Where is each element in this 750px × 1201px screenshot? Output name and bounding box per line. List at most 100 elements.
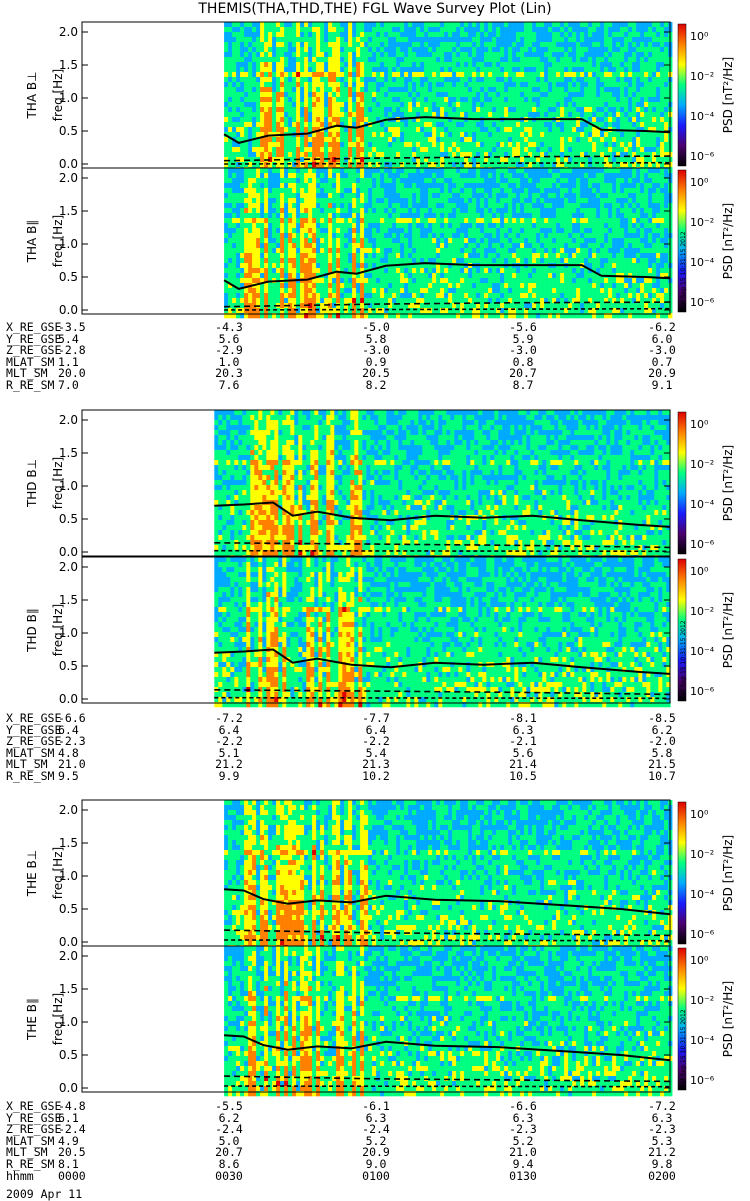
orbit-value: 10.7 xyxy=(648,771,676,783)
colorbar: 10⁰ 10⁻² 10⁻⁴ 10⁻⁶ PSD [nT²/Hz] Sat Sep 15 10… xyxy=(678,170,735,312)
colorbar: 10⁰ 10⁻² 10⁻⁴ 10⁻⁶ PSD [nT²/Hz] xyxy=(678,802,735,944)
colorbar-tick-label: 10⁻² xyxy=(690,216,714,229)
freq-tick-label: 0.5 xyxy=(59,124,78,138)
panel-ylabel: THE B∥ xyxy=(25,998,39,1041)
colorbar-tick-label: 10⁻² xyxy=(690,70,714,83)
orbit-value: 8.7 xyxy=(513,380,534,392)
colorbar-tick-label: 10⁻² xyxy=(690,848,714,861)
freq-tick-label: 2.0 xyxy=(59,25,78,39)
orbit-row-label: R_RE_SM xyxy=(6,771,54,783)
timestamp-note: Sat Sep 15 10:31:15 2012 xyxy=(680,1009,687,1088)
colorbar-label: PSD [nT²/Hz] xyxy=(721,981,735,1057)
freq-axis-label: freq [Hz] xyxy=(51,215,65,267)
freq-axis-label: freq [Hz] xyxy=(51,993,65,1045)
colorbar-tick-label: 10⁻⁶ xyxy=(690,296,715,309)
orbit-value: 10.5 xyxy=(509,771,537,783)
freq-tick-label: 2.0 xyxy=(59,413,78,427)
orbit-value: 0000 xyxy=(58,1171,86,1183)
timestamp-note: Sat Sep 15 10:31:15 2012 xyxy=(680,231,687,310)
colorbar-tick-label: 10⁻⁶ xyxy=(690,928,715,941)
freq-tick-label: 0.0 xyxy=(59,545,78,559)
date-label: 2009 Apr 11 xyxy=(6,1187,82,1201)
orbit-value: 9.9 xyxy=(219,771,240,783)
spectrogram-cells xyxy=(214,410,670,560)
colorbar-tick-label: 10⁻⁶ xyxy=(690,685,715,698)
colorbar-tick-label: 10⁰ xyxy=(690,176,709,189)
panel-ylabel: THD B∥ xyxy=(25,608,39,653)
colorbar-tick-label: 10⁻⁶ xyxy=(690,538,715,551)
freq-tick-label: 0.0 xyxy=(59,692,78,706)
freq-tick-label: 0.0 xyxy=(59,157,78,171)
orbit-value: 0130 xyxy=(509,1171,537,1183)
colorbar-label: PSD [nT²/Hz] xyxy=(721,445,735,521)
freq-axis-label: freq [Hz] xyxy=(51,847,65,899)
colorbar-tick-label: 10⁻⁶ xyxy=(690,1074,715,1087)
panel-ylabel: THA B∥ xyxy=(25,220,39,264)
colorbar-label: PSD [nT²/Hz] xyxy=(721,592,735,668)
colorbar-tick-label: 10⁰ xyxy=(690,808,709,821)
spectrogram-cells xyxy=(224,946,672,1096)
spectrogram-cells xyxy=(224,22,672,172)
orbit-row-label: R_RE_SM xyxy=(6,380,54,392)
colorbar-tick-label: 10⁻⁴ xyxy=(690,256,715,269)
colorbar-tick-label: 10⁻⁴ xyxy=(690,110,715,123)
colorbar-tick-label: 10⁻² xyxy=(690,458,714,471)
orbit-value: 9.5 xyxy=(58,771,79,783)
freq-axis-label: freq [Hz] xyxy=(51,69,65,121)
freq-tick-label: 2.0 xyxy=(59,171,78,185)
colorbar: 10⁰ 10⁻² 10⁻⁴ 10⁻⁶ PSD [nT²/Hz] xyxy=(678,412,735,554)
orbit-value: 10.2 xyxy=(362,771,390,783)
panel-ylabel: THA B⊥ xyxy=(25,71,39,119)
colorbar: 10⁰ 10⁻² 10⁻⁴ 10⁻⁶ PSD [nT²/Hz] Sat Sep 15 10… xyxy=(678,559,735,701)
orbit-value: 0030 xyxy=(215,1171,243,1183)
colorbar-tick-label: 10⁰ xyxy=(690,30,709,43)
panel-ylabel: THD B⊥ xyxy=(25,459,39,508)
colorbar-tick-label: 10⁻⁴ xyxy=(690,888,715,901)
colorbar-tick-label: 10⁻⁴ xyxy=(690,498,715,511)
freq-tick-label: 2.0 xyxy=(59,560,78,574)
colorbar-tick-label: 10⁻² xyxy=(690,994,714,1007)
spectrogram-cells xyxy=(214,557,670,707)
colorbar-tick-label: 10⁰ xyxy=(690,565,709,578)
colorbar-label: PSD [nT²/Hz] xyxy=(721,203,735,279)
freq-tick-label: 0.5 xyxy=(59,1048,78,1062)
colorbar-tick-label: 10⁻⁶ xyxy=(690,150,715,163)
orbit-value: 8.2 xyxy=(366,380,387,392)
orbit-row-label: hhmm xyxy=(6,1171,34,1183)
freq-tick-label: 0.0 xyxy=(59,303,78,317)
orbit-value: 7.6 xyxy=(219,380,240,392)
freq-tick-label: 2.0 xyxy=(59,803,78,817)
freq-tick-label: 0.0 xyxy=(59,935,78,949)
colorbar-label: PSD [nT²/Hz] xyxy=(721,835,735,911)
freq-tick-label: 2.0 xyxy=(59,949,78,963)
colorbar: 10⁰ 10⁻² 10⁻⁴ 10⁻⁶ PSD [nT²/Hz] Sat Sep 15 10… xyxy=(678,948,735,1090)
orbit-value: 9.1 xyxy=(652,380,673,392)
freq-tick-label: 0.5 xyxy=(59,270,78,284)
spectrogram-cells xyxy=(224,800,672,950)
freq-axis-label: freq [Hz] xyxy=(51,457,65,509)
colorbar-tick-label: 10⁰ xyxy=(690,418,709,431)
orbit-value: 0100 xyxy=(362,1171,390,1183)
colorbar-tick-label: 10⁻⁴ xyxy=(690,645,715,658)
freq-axis-label: freq [Hz] xyxy=(51,604,65,656)
timestamp-note: Sat Sep 15 10:31:15 2012 xyxy=(680,620,687,699)
orbit-value: 0200 xyxy=(648,1171,676,1183)
orbit-value: 7.0 xyxy=(58,380,79,392)
colorbar-tick-label: 10⁻² xyxy=(690,605,714,618)
colorbar-tick-label: 10⁻⁴ xyxy=(690,1034,715,1047)
spectrogram-cells xyxy=(224,168,672,318)
colorbar-label: PSD [nT²/Hz] xyxy=(721,57,735,133)
freq-tick-label: 0.0 xyxy=(59,1081,78,1095)
freq-tick-label: 0.5 xyxy=(59,512,78,526)
freq-tick-label: 0.5 xyxy=(59,902,78,916)
colorbar: 10⁰ 10⁻² 10⁻⁴ 10⁻⁶ PSD [nT²/Hz] xyxy=(678,24,735,166)
colorbar-tick-label: 10⁰ xyxy=(690,954,709,967)
panel-ylabel: THE B⊥ xyxy=(25,850,39,897)
